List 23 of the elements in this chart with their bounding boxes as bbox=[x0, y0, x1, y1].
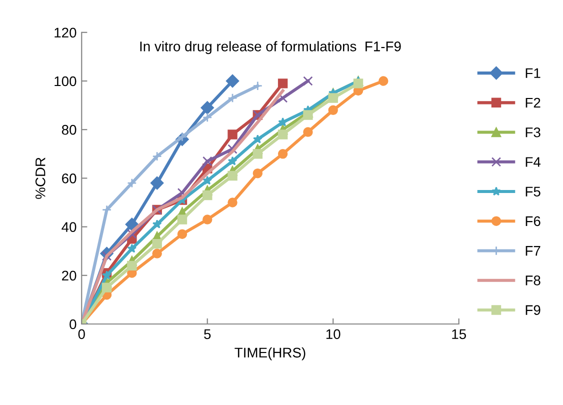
x-tick-label: 5 bbox=[204, 329, 211, 340]
legend-label: F8 bbox=[526, 276, 540, 286]
text: In vitro drug release of formulations F1-F9 bbox=[140, 41, 401, 54]
legend-label: F9 bbox=[526, 305, 540, 315]
x-tick-label: 15 bbox=[452, 329, 466, 340]
legend-label: F4 bbox=[526, 157, 541, 167]
legend-label: F1 bbox=[526, 68, 540, 78]
legend-label: F5 bbox=[526, 186, 540, 197]
y-tick-label: 100 bbox=[54, 76, 76, 86]
x-tick-label: 0 bbox=[78, 329, 85, 340]
legend-label: F2 bbox=[526, 98, 540, 108]
y-tick-label: 20 bbox=[62, 270, 76, 281]
y-tick-label: 120 bbox=[54, 28, 76, 38]
y-tick-label: 0 bbox=[70, 319, 76, 330]
y-tick-label: 80 bbox=[62, 124, 76, 135]
y-tick-label: 60 bbox=[62, 174, 76, 184]
x-axis-title: TIME(HRS) bbox=[234, 347, 306, 360]
y-axis-title: %CDR bbox=[35, 158, 46, 199]
legend-label: F6 bbox=[526, 216, 540, 226]
x-tick-label: 10 bbox=[326, 329, 340, 340]
legend-label: F3 bbox=[526, 127, 540, 138]
legend-label: F7 bbox=[526, 246, 540, 256]
y-tick-label: 40 bbox=[62, 222, 76, 232]
